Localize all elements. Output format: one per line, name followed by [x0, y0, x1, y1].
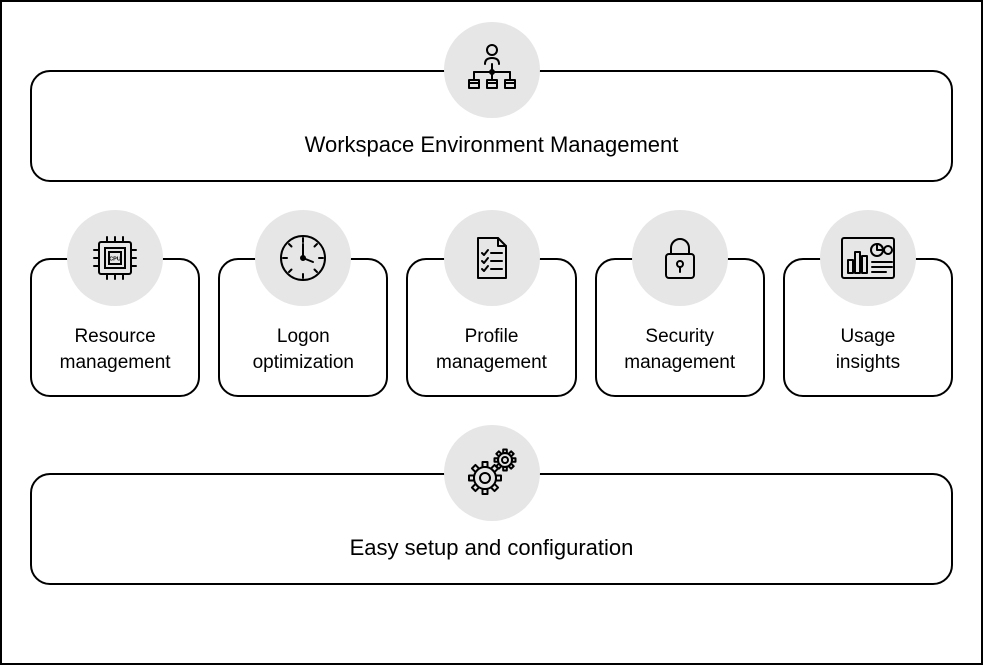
feature-usage-insights: Usage insights [783, 210, 953, 397]
gears-icon [444, 425, 540, 521]
feature-security-management: Security management [595, 210, 765, 397]
cpu-icon: CPU [67, 210, 163, 306]
feature-label: Logon optimization [220, 324, 386, 375]
feature-label: Security management [597, 324, 763, 375]
svg-text:CPU: CPU [109, 257, 121, 263]
feature-resource-management: CPU Resource management [30, 210, 200, 397]
padlock-icon [632, 210, 728, 306]
features-row: CPU Resource management [30, 210, 953, 397]
clock-icon [255, 210, 351, 306]
feature-label: Usage insights [785, 324, 951, 375]
feature-profile-management: Profile management [406, 210, 576, 397]
feature-logon-optimization: Logon optimization [218, 210, 388, 397]
diagram-frame: Workspace Environment Management CPU Res [0, 0, 983, 665]
feature-label: Resource management [32, 324, 198, 375]
bottom-section: Easy setup and configuration [30, 425, 953, 585]
top-section: Workspace Environment Management [30, 22, 953, 182]
feature-label: Profile management [408, 324, 574, 375]
checklist-document-icon [444, 210, 540, 306]
bottom-title: Easy setup and configuration [32, 535, 951, 561]
org-hierarchy-icon [444, 22, 540, 118]
top-title: Workspace Environment Management [32, 132, 951, 158]
dashboard-chart-icon [820, 210, 916, 306]
